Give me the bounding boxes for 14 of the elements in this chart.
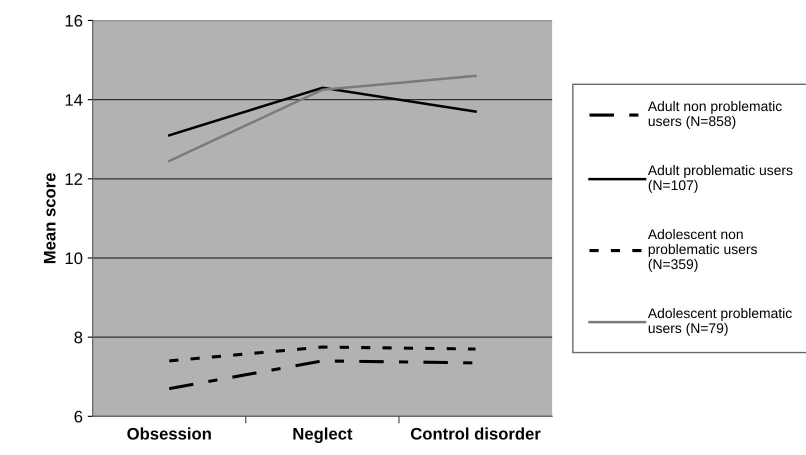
legend-label: Adolescent non problematic users (N=359) [648, 228, 757, 272]
legend-label: Adult problematic users (N=107) [648, 164, 792, 193]
y-tick-label: 10 [66, 252, 82, 264]
y-tick-label: 14 [66, 94, 82, 106]
x-tick-label: Obsession [127, 427, 211, 440]
y-tick-label: 16 [66, 14, 82, 27]
legend-label: Adolescent problematic users (N=79) [648, 308, 792, 336]
y-tick-label: 12 [66, 173, 82, 185]
x-tick-label: Control disorder [410, 427, 541, 440]
y-axis-title: Mean score [44, 173, 56, 264]
y-tick-label: 8 [74, 332, 82, 344]
x-tick-label: Neglect [293, 427, 352, 444]
y-tick-label: 6 [74, 410, 82, 423]
legend-label: Adult non problematic users (N=858) [648, 100, 782, 129]
